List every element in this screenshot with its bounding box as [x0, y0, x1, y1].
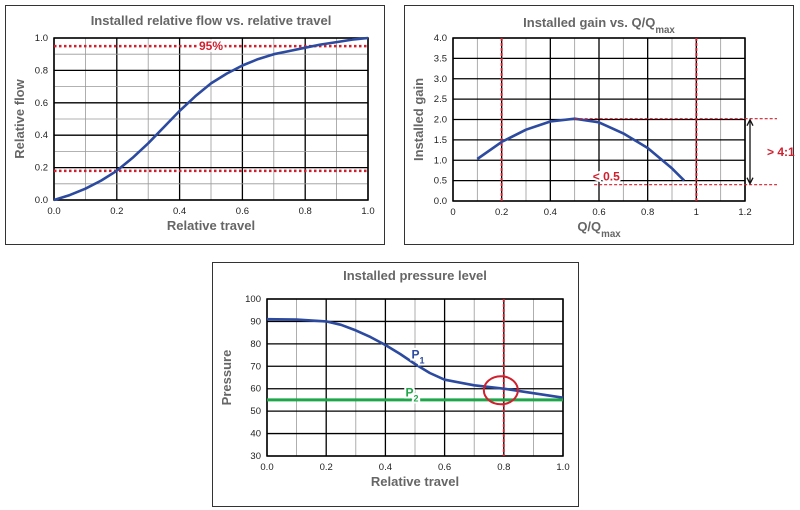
x-tick-label: 0.2 — [110, 206, 123, 217]
y-tick-label: 3.5 — [434, 53, 447, 64]
series-line — [266, 317, 564, 399]
x-tick-label: 0 — [450, 207, 455, 218]
x-tick-label: 0.6 — [438, 462, 451, 473]
y-axis-label: Relative flow — [12, 78, 27, 158]
series-line — [53, 36, 369, 202]
intersection-highlight-circle — [482, 375, 519, 406]
x-tick-label: 0.2 — [495, 207, 508, 218]
y-tick-label: 2.5 — [434, 94, 447, 105]
series-label-p2: P2 — [406, 386, 419, 404]
y-tick-label: 2.0 — [434, 115, 447, 126]
x-tick-label: 0.2 — [320, 462, 333, 473]
relative-flow-chart: 0.0 0.2 0.4 0.6 0.8 1.0 0.0 0.2 0.4 0.6 0.8 1.0 Inst… — [12, 13, 375, 233]
y-tick-label: 0.4 — [35, 130, 48, 141]
x-tick-label: 1 — [694, 207, 699, 218]
chart-title: Installed relative flow vs. relative tra… — [91, 13, 332, 28]
series-line — [476, 117, 686, 182]
y-tick-label: 3.0 — [434, 74, 447, 85]
y-tick-label: 0.0 — [434, 196, 447, 207]
plot-area — [266, 298, 564, 457]
y-tick-label: 90 — [250, 316, 261, 327]
x-axis-label: Q/Qmax — [577, 219, 621, 240]
x-axis-label: Relative travel — [167, 218, 255, 233]
y-tick-label: 30 — [250, 451, 261, 462]
y-tick-label: 0.2 — [35, 163, 48, 174]
x-tick-label: 0.0 — [260, 462, 273, 473]
y-tick-label: 1.0 — [434, 155, 447, 166]
arrow-head-up — [746, 118, 754, 126]
installed-gain-chart: 0 0.2 0.4 0.6 0.8 1 1.2 0.0 0.5 1.0 1.5 2.0 2.5 3.0 3.… — [411, 15, 795, 240]
chart-title: Installed pressure level — [343, 268, 487, 283]
y-tick-label: 40 — [250, 429, 261, 440]
x-tick-label: 0.4 — [173, 206, 186, 217]
x-tick-label: 1.0 — [556, 462, 569, 473]
ratio-annotation: > 4:1 — [767, 145, 795, 159]
relative-flow-chart-panel: 0.0 0.2 0.4 0.6 0.8 1.0 0.0 0.2 0.4 0.6 0.8 1.0 Inst… — [5, 5, 385, 245]
y-tick-label: 0.8 — [35, 65, 48, 76]
y-axis-label: Installed gain — [411, 78, 426, 161]
y-tick-label: 1.0 — [35, 33, 48, 44]
x-tick-label: 0.4 — [544, 207, 557, 218]
x-tick-label: 0.8 — [641, 207, 654, 218]
y-tick-label: 100 — [245, 294, 261, 305]
pressure-level-chart-panel: 0.0 0.2 0.4 0.6 0.8 1.0 30 40 50 60 70 80 90 100 Insta… — [212, 262, 579, 507]
x-tick-label: 0.0 — [47, 206, 60, 217]
y-tick-label: 1.5 — [434, 135, 447, 146]
y-tick-label: 50 — [250, 406, 261, 417]
y-tick-label: 80 — [250, 339, 261, 350]
x-tick-label: 0.8 — [299, 206, 312, 217]
installed-gain-chart-panel: 0 0.2 0.4 0.6 0.8 1 1.2 0.0 0.5 1.0 1.5 2.0 2.5 3.0 3.… — [404, 5, 795, 245]
y-tick-label: 70 — [250, 361, 261, 372]
y-tick-label: 0.6 — [35, 98, 48, 109]
y-tick-label: 60 — [250, 384, 261, 395]
x-tick-label: 1.2 — [738, 207, 751, 218]
series-label-p1: P1 — [411, 347, 424, 365]
y-tick-label: 0.5 — [434, 176, 447, 187]
y-tick-label: 0.0 — [35, 195, 48, 206]
x-tick-label: 0.4 — [379, 462, 392, 473]
hline-label: 95% — [199, 39, 223, 53]
pressure-level-chart: 0.0 0.2 0.4 0.6 0.8 1.0 30 40 50 60 70 80 90 100 Insta… — [219, 268, 570, 489]
chart-title: Installed gain vs. Q/Qmax — [523, 15, 675, 36]
x-tick-label: 0.6 — [236, 206, 249, 217]
x-axis-label: Relative travel — [371, 474, 459, 489]
x-tick-label: 0.8 — [497, 462, 510, 473]
y-axis-label: Pressure — [219, 350, 234, 406]
x-tick-label: 1.0 — [361, 206, 374, 217]
y-tick-label: 4.0 — [434, 33, 447, 44]
x-tick-label: 0.6 — [592, 207, 605, 218]
arrow-head-down — [746, 177, 754, 186]
plot-area — [53, 37, 369, 201]
plot-area — [452, 37, 746, 202]
min-gain-annotation: < 0.5 — [593, 170, 620, 184]
